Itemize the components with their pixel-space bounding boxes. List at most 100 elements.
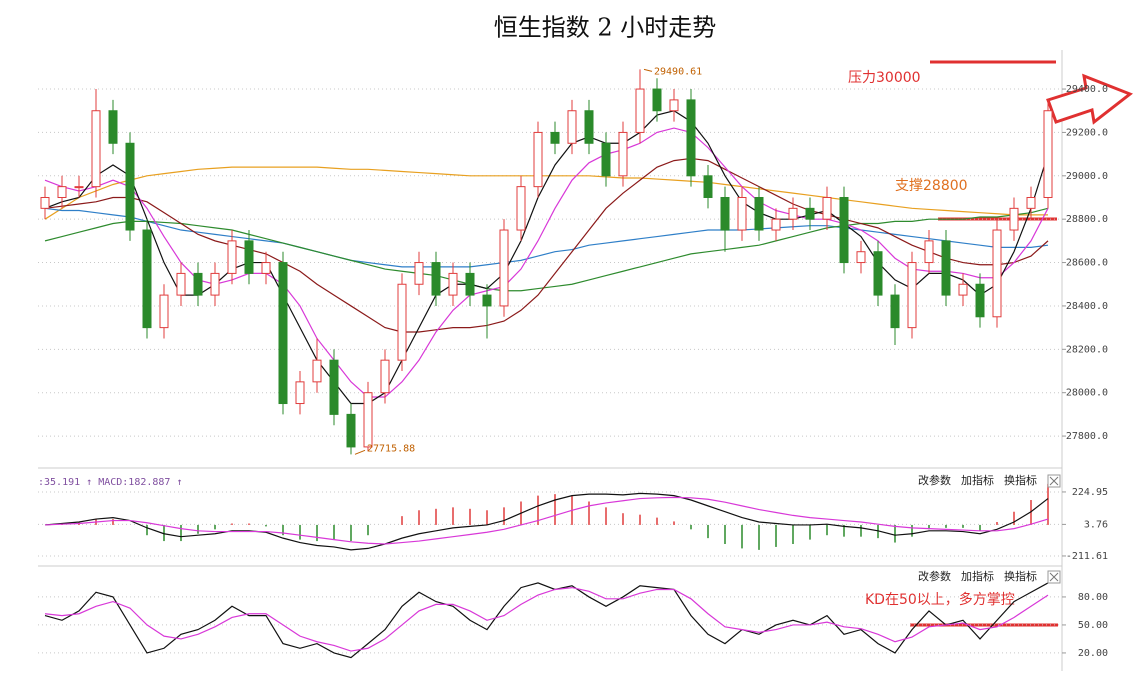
close-icon [1049,572,1059,582]
indicator-line [44,492,1049,551]
close-icon [1049,476,1059,486]
y-tick-label: 28800.0 [1066,214,1108,225]
indicator-line [44,496,1049,545]
toolbar-button[interactable]: 加指标 [961,473,994,487]
candle-body [397,283,407,361]
y-tick-label: -211.61 [1066,551,1108,562]
candle-body [1043,110,1053,198]
candle-body [329,359,339,415]
toolbar-button[interactable]: 改参数 [918,569,951,583]
toolbar-button[interactable]: 加指标 [961,569,994,583]
candle-body [805,207,815,220]
indicator-line [44,157,1049,333]
chart-title: 恒生指数 2 小时走势 [494,14,717,42]
macd-header: :35.191 ↑ MACD:182.887 ↑ [38,477,183,488]
label-pointer [354,449,366,455]
candle-body [414,262,424,285]
y-tick-label: 28200.0 [1066,344,1108,355]
y-tick-label: 3.76 [1084,519,1108,530]
indicator-line [44,586,1049,652]
candle-body [907,262,917,329]
candle-body [618,131,628,177]
candle-body [176,272,186,296]
candle-body [363,392,373,448]
candle-body [771,218,781,231]
candle-body [159,294,169,329]
candle-body [635,88,645,133]
candle-body [312,359,322,383]
candle-body [380,359,390,394]
candle-body [142,229,152,329]
candle-body [788,207,798,220]
y-tick-label: 28400.0 [1066,301,1108,312]
y-tick-label: 80.00 [1078,592,1108,603]
candle-body [686,99,696,177]
candle-body [244,240,254,274]
candle-body [227,240,237,274]
candle-body [533,131,543,188]
candle-body [550,131,560,144]
candle-body [108,110,118,144]
indicator-line [44,207,1049,268]
candle-body [431,262,441,296]
candle-body [754,196,764,231]
candle-body [278,262,288,405]
candle-body [873,251,883,296]
candle-body [720,196,730,231]
candle-body [295,381,305,405]
y-tick-label: 27800.0 [1066,431,1108,442]
candle-body [567,110,577,144]
candle-body [924,240,934,264]
candle-body [346,413,356,448]
candle-body [125,142,135,231]
candle-body [91,110,101,188]
label-pointer [643,68,653,72]
candle-body [57,186,67,198]
y-tick-label: 29200.0 [1066,127,1108,138]
candle-body [482,294,492,307]
candle-body [992,229,1002,318]
low-label: 27715.88 [367,443,415,454]
candle-body [703,175,713,198]
indicator-line [44,582,1049,659]
candle-body [856,251,866,264]
indicator-line [44,110,1049,405]
candle-body [210,272,220,296]
candle-body [1009,207,1019,231]
candle-body [958,283,968,296]
candle-body [822,196,832,220]
candle-body [839,196,849,264]
candle-body [448,272,458,296]
high-label: 29490.61 [654,66,702,77]
up-arrow [1046,73,1134,125]
candle-body [975,283,985,318]
kd-label: KD在50以上，多方掌控 [865,591,1015,608]
pressure-label: 压力30000 [848,70,921,86]
indicator-line [44,207,1049,292]
candle-body [669,99,679,112]
y-tick-label: 224.95 [1072,487,1108,498]
y-tick-label: 50.00 [1078,620,1108,631]
candle-body [941,240,951,296]
candle-body [499,229,509,307]
y-tick-label: 20.00 [1078,648,1108,659]
y-tick-label: 28600.0 [1066,258,1108,269]
toolbar-button[interactable]: 改参数 [918,473,951,487]
candle-body [516,186,526,231]
candle-body [261,262,271,274]
support-label: 支撑28800 [895,178,968,194]
y-tick-label: 29000.0 [1066,171,1108,182]
toolbar-button[interactable]: 换指标 [1004,473,1037,487]
toolbar-button[interactable]: 换指标 [1004,569,1037,583]
candle-body [465,272,475,296]
candle-body [652,88,662,112]
candle-body [601,142,611,177]
y-tick-label: 29400.0 [1066,84,1108,95]
candle-body [1026,196,1036,209]
candle-body [584,110,594,144]
candle-body [74,186,84,189]
candle-body [737,196,747,231]
candle-body [40,196,50,209]
